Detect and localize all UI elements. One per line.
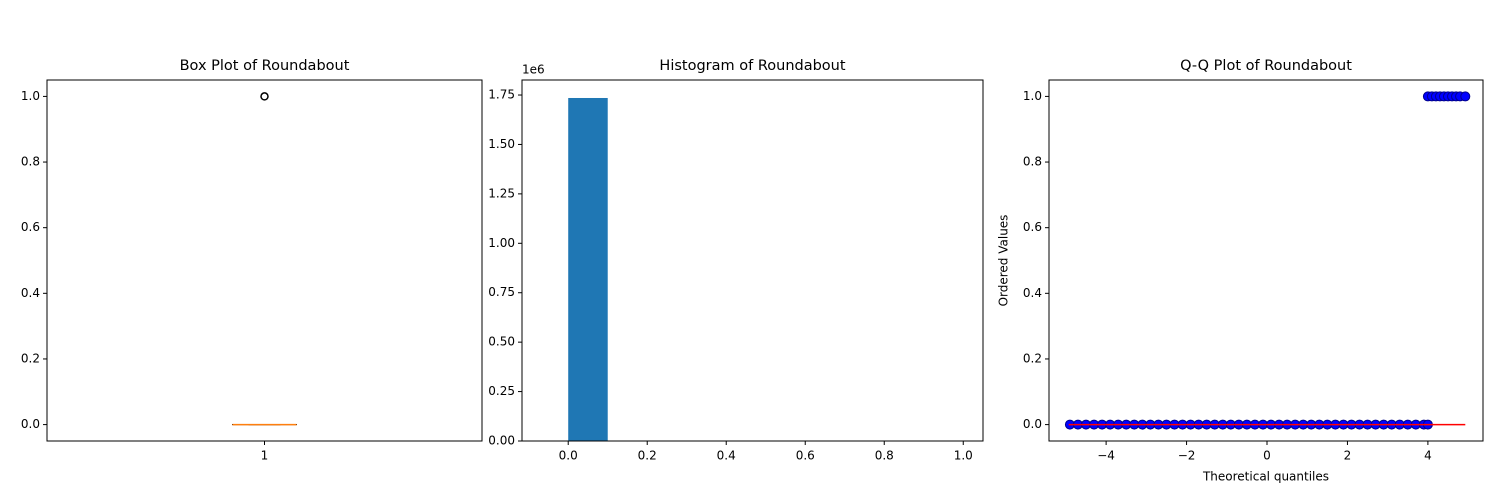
x-tick-label: 0.4 [717, 449, 736, 463]
y-tick-label: 1.00 [488, 236, 515, 250]
y-offset: 1e6 [522, 63, 545, 77]
x-tick-label: −2 [1178, 449, 1196, 463]
y-tick-label: 0.4 [1023, 286, 1042, 300]
subplot-title: Box Plot of Roundabout [180, 58, 350, 74]
y-tick-label: 0.0 [1023, 417, 1042, 431]
outlier [260, 92, 269, 101]
y-tick-label: 0.8 [21, 155, 40, 169]
bar [568, 97, 608, 441]
y-tick-label: 0.4 [21, 286, 40, 300]
x-tick-label: 0.2 [638, 449, 657, 463]
y-tick-label: 1.25 [488, 186, 515, 200]
point [1460, 91, 1471, 102]
x-tick-label: 1.0 [954, 449, 973, 463]
y-tick-label: 1.50 [488, 137, 515, 151]
x-axis-label: Theoretical quantiles [1202, 470, 1329, 484]
subplot-title: Histogram of Roundabout [659, 58, 845, 74]
y-tick-label: 0.50 [488, 335, 515, 349]
y-tick-label: 0.25 [488, 384, 515, 398]
x-tick-label: 0.0 [559, 449, 578, 463]
y-tick-label: 0.6 [1023, 220, 1042, 234]
y-tick-label: 0.0 [21, 417, 40, 431]
x-tick-label: −4 [1097, 449, 1115, 463]
y-tick-label: 0.75 [488, 285, 515, 299]
x-tick-label: 2 [1344, 449, 1352, 463]
y-tick-label: 0.00 [488, 434, 515, 448]
y-tick-label: 1.0 [21, 89, 40, 103]
x-tick-label: 0.6 [796, 449, 815, 463]
y-tick-label: 0.2 [21, 351, 40, 365]
y-tick-label: 0.8 [1023, 155, 1042, 169]
subplot-title: Q-Q Plot of Roundabout [1180, 58, 1352, 74]
y-tick-label: 1.75 [488, 88, 515, 102]
x-tick-label: 0 [1263, 449, 1271, 463]
y-axis-label: Ordered Values [997, 215, 1011, 307]
x-tick-label: 1 [261, 449, 269, 463]
y-tick-label: 0.2 [1023, 351, 1042, 365]
axes-frame [521, 79, 984, 442]
y-tick-label: 1.0 [1023, 89, 1042, 103]
axes-frame [46, 79, 483, 442]
axes-frame [1048, 79, 1484, 442]
x-tick-label: 4 [1424, 449, 1432, 463]
x-tick-label: 0.8 [875, 449, 894, 463]
y-tick-label: 0.6 [21, 220, 40, 234]
